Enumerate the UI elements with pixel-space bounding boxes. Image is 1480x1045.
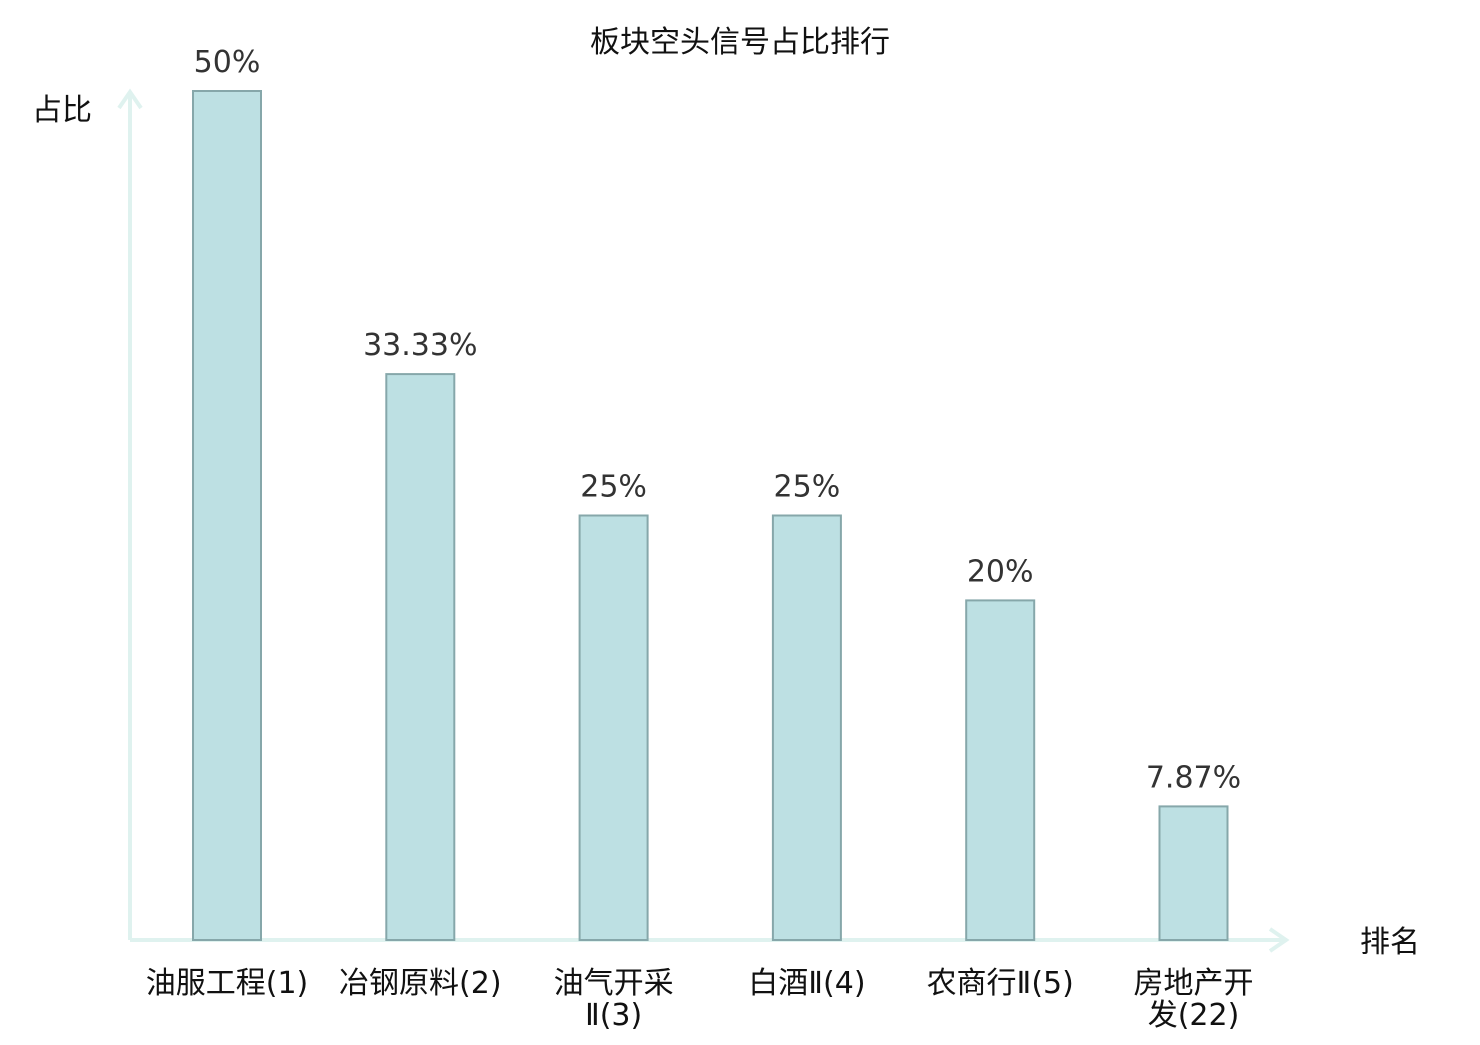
tick-label-5: 农商行Ⅱ(5) [927, 966, 1074, 1001]
tick-label-3: 油气开采 Ⅱ(3) [554, 966, 674, 1033]
bars-group [192, 90, 1229, 942]
bar-6 [1158, 805, 1229, 942]
bar-4 [771, 514, 842, 941]
tick-label-4: 白酒Ⅱ(4) [748, 966, 865, 1001]
value-label-3: 25% [580, 470, 647, 505]
value-label-6: 7.87% [1146, 760, 1241, 795]
tick-label-line: 农商行Ⅱ(5) [927, 966, 1074, 1001]
tick-label-line: 油气开采 [554, 966, 674, 1001]
tick-label-6: 房地产开发(22) [1134, 966, 1254, 1033]
x-axis-arrow [1268, 927, 1290, 953]
tick-label-line: 冶钢原料(2) [339, 966, 502, 1001]
bar-3 [578, 514, 649, 941]
y-axis-arrow [117, 88, 143, 110]
tick-label-line: 油服工程(1) [146, 966, 309, 1001]
value-label-4: 25% [774, 470, 841, 505]
tick-label-2: 冶钢原料(2) [339, 966, 502, 1001]
value-label-5: 20% [967, 554, 1034, 589]
tick-label-line: 发(22) [1148, 998, 1240, 1033]
bar-2 [385, 373, 456, 942]
y-axis-label: 占比 [32, 93, 92, 128]
tick-label-1: 油服工程(1) [146, 966, 309, 1001]
tick-labels-group: 油服工程(1) 冶钢原料(2) 油气开采 Ⅱ(3) 白酒Ⅱ(4) 农商行Ⅱ(5) 房地产开发… [146, 966, 1254, 1033]
bar-1 [192, 90, 262, 941]
tick-label-line: 房地产开 [1134, 966, 1254, 1001]
value-label-1: 50% [194, 45, 261, 80]
value-labels-group: 50% 33.33% 25% 25% 20% 7.87% [194, 45, 1242, 795]
tick-label-line: 白酒Ⅱ(4) [748, 966, 865, 1001]
bar-5 [965, 599, 1036, 942]
value-label-2: 33.33% [363, 328, 477, 363]
tick-label-line: Ⅱ(3) [585, 998, 642, 1033]
chart-title: 板块空头信号占比排行 [590, 25, 890, 60]
axes [117, 88, 1290, 953]
x-axis-label: 排名 [1360, 925, 1420, 960]
